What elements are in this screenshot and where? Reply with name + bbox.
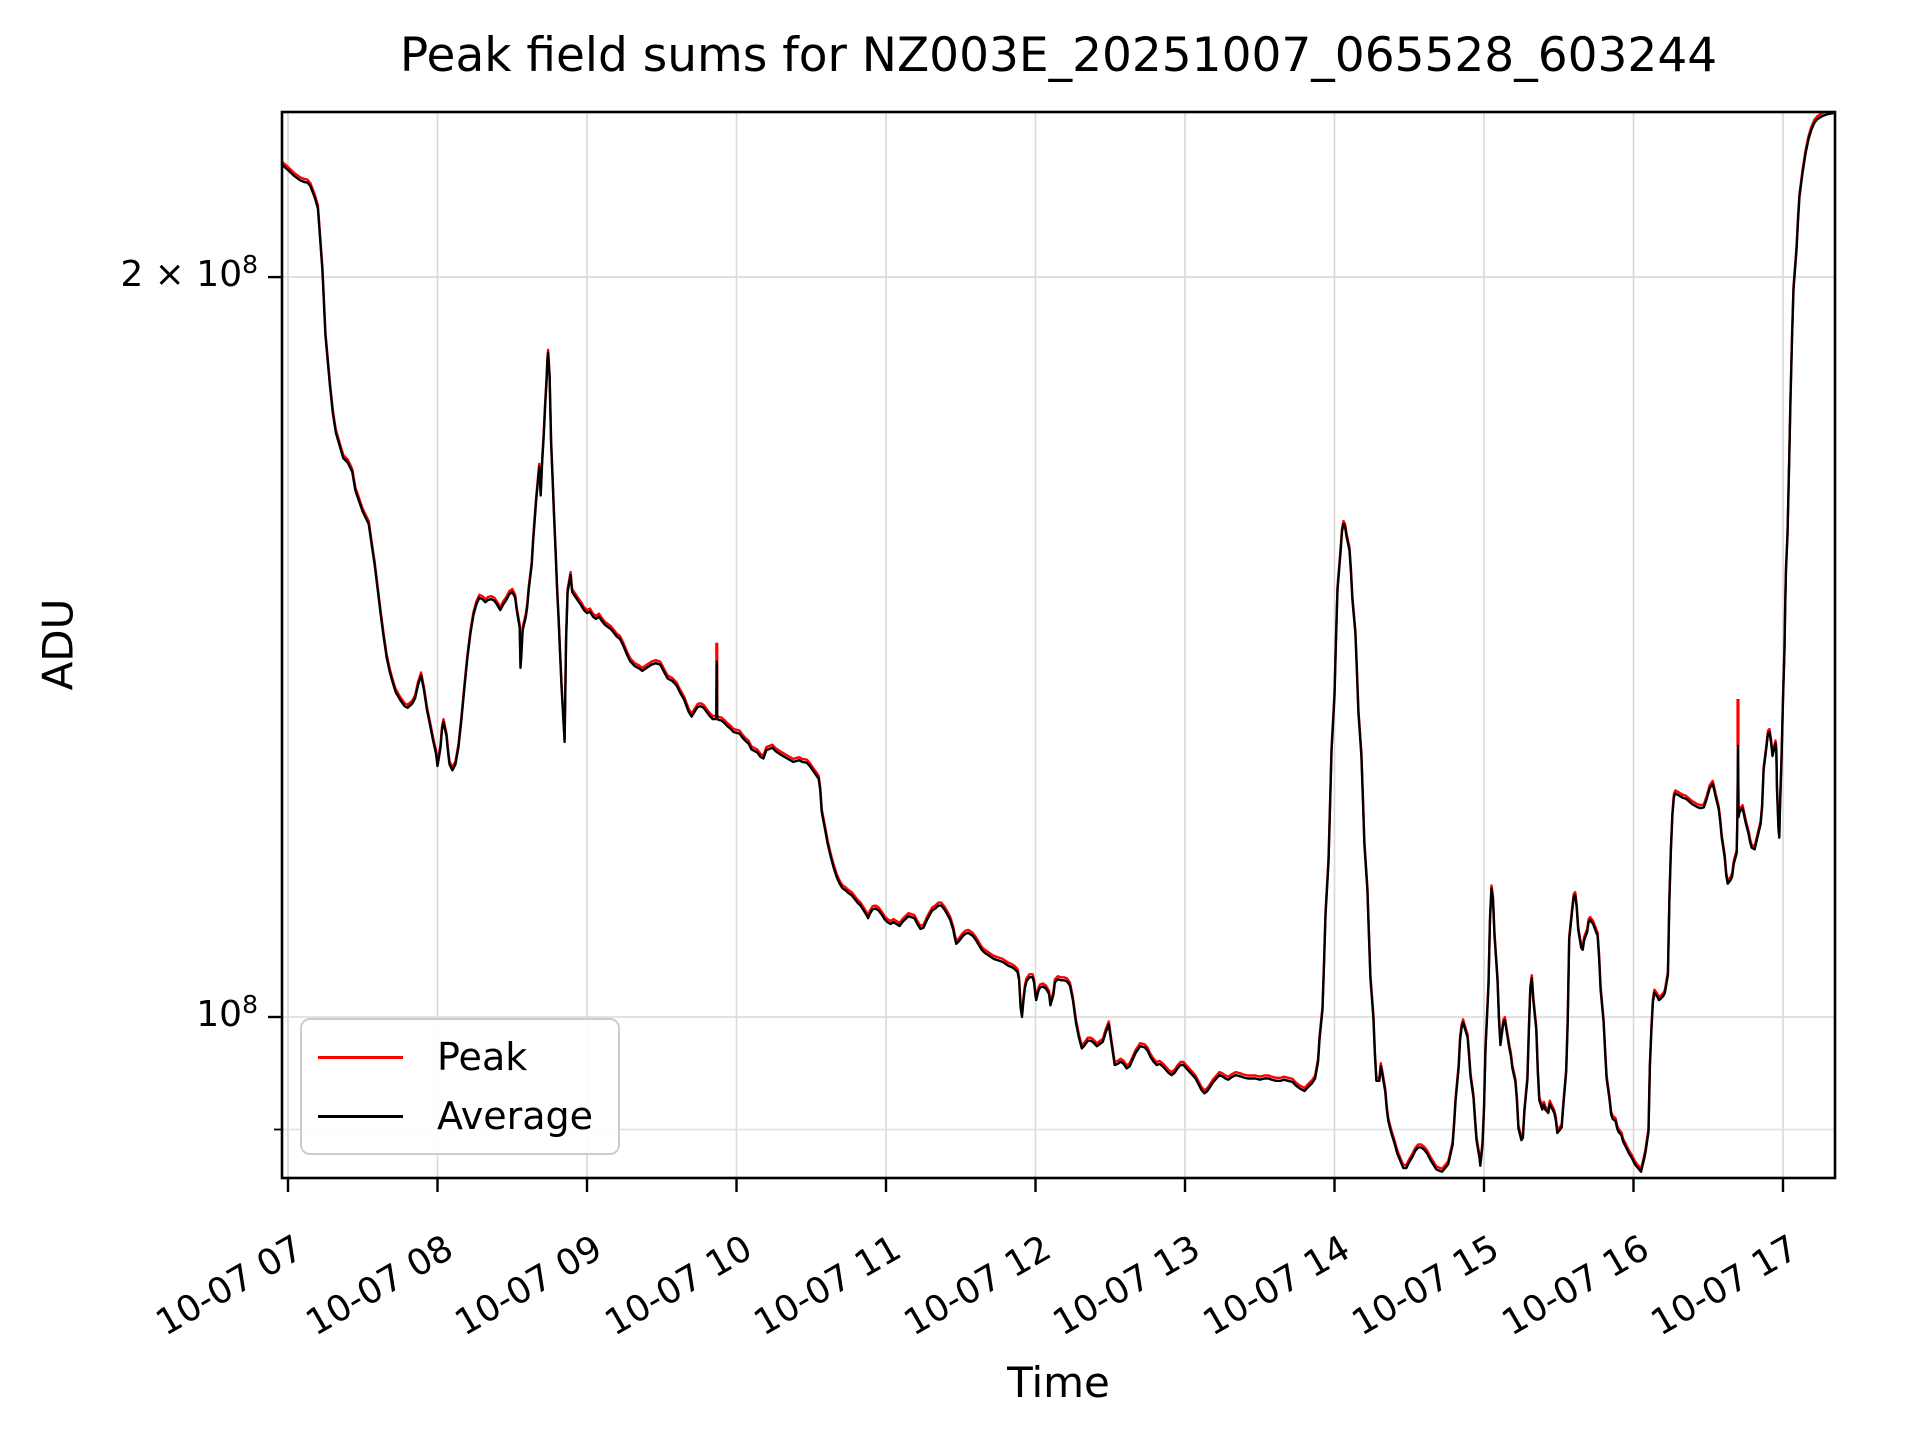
- chart-title: Peak field sums for NZ003E_20251007_0655…: [399, 28, 1718, 83]
- average-line: [282, 112, 1835, 1173]
- average-line-swatch: [318, 1114, 403, 1118]
- plot-frame: [280, 110, 1837, 1180]
- y-tick-label: 2 × 108: [120, 250, 258, 296]
- legend: Peak Average: [300, 1018, 620, 1155]
- legend-entry-average: Average: [302, 1094, 618, 1138]
- peak-line-swatch: [318, 1055, 403, 1059]
- legend-label-average: Average: [437, 1094, 594, 1138]
- legend-label-peak: Peak: [437, 1035, 528, 1079]
- y-axis-label: ADU: [33, 598, 83, 691]
- legend-entry-peak: Peak: [302, 1035, 618, 1079]
- y-tick-label: 108: [196, 990, 258, 1035]
- x-axis-label: Time: [1007, 1358, 1110, 1407]
